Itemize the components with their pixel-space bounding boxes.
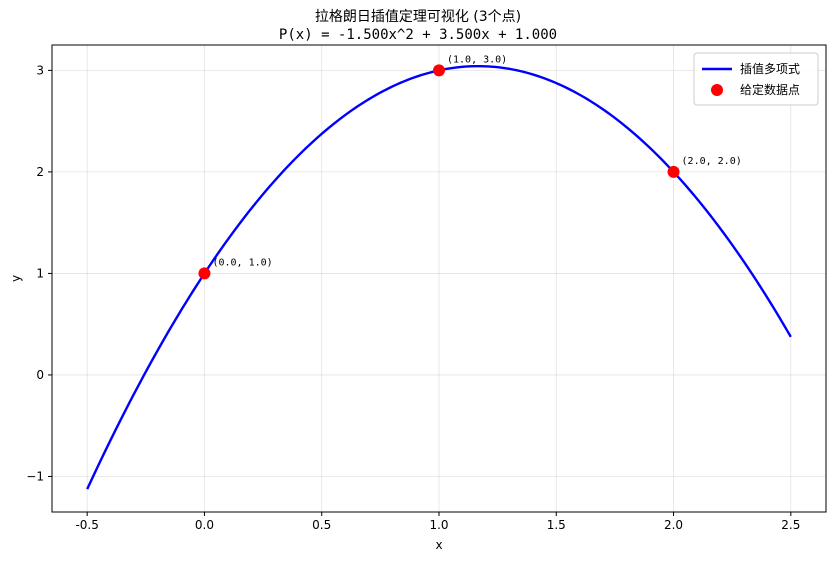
ticks-layer: -0.5 0.0 0.5 1.0 1.5 2.0 2.5 −1 0 1 2 3 (26, 63, 800, 532)
y-tick-label: 3 (36, 63, 44, 77)
x-tick-label: -0.5 (75, 518, 98, 532)
y-tick-label: 2 (36, 165, 44, 179)
chart-subtitle: P(x) = -1.500x^2 + 3.500x + 1.000 (278, 27, 558, 43)
chart-title: 拉格朗日插值定理可视化 (3个点) (314, 9, 522, 25)
legend-box (693, 52, 819, 106)
x-axis-label: x (435, 538, 442, 552)
x-tick-label: 1.0 (429, 518, 448, 532)
legend-marker-swatch (711, 84, 723, 96)
data-point-marker (198, 267, 211, 280)
y-tick-label: −1 (26, 469, 44, 483)
data-point-label: (0.0, 1.0) (212, 257, 272, 268)
x-tick-label: 2.5 (781, 518, 800, 532)
x-tick-label: 2.0 (664, 518, 683, 532)
data-point-label: (2.0, 2.0) (682, 156, 742, 167)
y-tick-label: 0 (36, 368, 44, 382)
legend-entry-polynomial: 插值多项式 (740, 61, 800, 76)
grid (52, 45, 826, 512)
legend: 插值多项式 给定数据点 (693, 52, 819, 106)
y-axis-label: y (9, 275, 23, 282)
points-layer: (0.0, 1.0) (1.0, 3.0) (2.0, 2.0) (198, 54, 742, 280)
data-point-label: (1.0, 3.0) (447, 54, 507, 65)
y-tick-label: 1 (36, 266, 44, 280)
data-point-marker (433, 64, 445, 77)
x-tick-label: 0.5 (312, 518, 331, 532)
x-tick-label: 0.0 (195, 518, 214, 532)
x-tick-label: 1.5 (547, 518, 566, 532)
legend-entry-data-points: 给定数据点 (740, 82, 800, 97)
data-point-marker (667, 165, 680, 178)
